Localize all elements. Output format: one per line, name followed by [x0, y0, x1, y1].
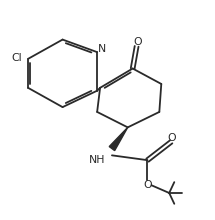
Text: N: N [98, 44, 106, 54]
Text: NH: NH [89, 155, 105, 165]
Text: O: O [167, 133, 176, 143]
Text: O: O [133, 37, 141, 47]
Text: O: O [144, 180, 152, 190]
Polygon shape [109, 127, 128, 151]
Text: Cl: Cl [11, 53, 22, 63]
